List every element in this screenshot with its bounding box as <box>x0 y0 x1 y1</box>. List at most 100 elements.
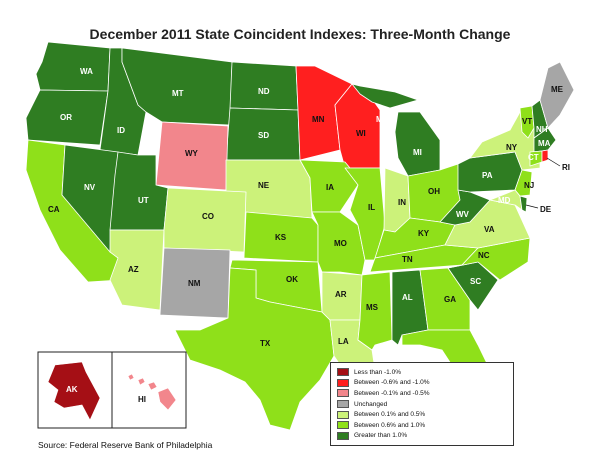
state-MA <box>533 127 557 153</box>
label-SD: SD <box>258 131 269 140</box>
leader-RI <box>546 157 561 167</box>
label-AR: AR <box>335 290 347 299</box>
label-KY: KY <box>418 229 430 238</box>
state-NJ <box>514 169 533 197</box>
state-OR <box>25 89 109 146</box>
legend-item: Unchanged <box>337 399 513 410</box>
legend-swatch <box>337 400 349 409</box>
state-MS <box>357 271 393 351</box>
inset-frame-hawaii <box>111 351 187 429</box>
legend-label: Between -0.6% and -1.0% <box>354 379 430 387</box>
label-TX: TX <box>260 339 271 348</box>
label-CA: CA <box>48 205 60 214</box>
label-WY: WY <box>185 149 199 158</box>
legend-swatch <box>337 378 349 387</box>
legend-swatch <box>337 368 349 377</box>
label-MT: MT <box>172 89 184 98</box>
state-ME <box>539 61 575 129</box>
state-NC <box>447 237 531 281</box>
state-AK <box>47 361 101 421</box>
label-VT: VT <box>522 117 532 126</box>
state-RI <box>541 149 549 163</box>
state-DE <box>519 195 528 213</box>
source-note: Source: Federal Reserve Bank of Philadel… <box>38 440 213 450</box>
label-IL: IL <box>368 203 375 212</box>
label-ND: ND <box>258 87 270 96</box>
legend-item: Between -0.6% and -1.0% <box>337 378 513 389</box>
legend-item: Greater than 1.0% <box>337 431 513 442</box>
label-MD: MD <box>498 196 511 205</box>
legend-item: Between 0.1% and 0.5% <box>337 409 513 420</box>
state-WA <box>35 41 111 92</box>
label-NC: NC <box>478 251 490 260</box>
label-ME: ME <box>551 85 564 94</box>
label-TN: TN <box>402 255 413 264</box>
state-ND <box>229 61 299 111</box>
legend-item: Between 0.6% and 1.0% <box>337 420 513 431</box>
label-VA: VA <box>484 225 495 234</box>
label-NH: NH <box>536 125 548 134</box>
label-LA: LA <box>338 337 349 346</box>
state-GA <box>419 267 471 331</box>
label-MO: MO <box>334 239 347 248</box>
leader-DE <box>525 204 539 209</box>
state-MI-UP <box>351 83 419 109</box>
label-WA: WA <box>80 67 93 76</box>
legend-swatch <box>337 431 349 440</box>
label-MS: MS <box>366 303 379 312</box>
label-MI: MI <box>413 148 422 157</box>
label-OH: OH <box>428 187 440 196</box>
legend: Less than -1.0% Between -0.6% and -1.0% Be… <box>330 362 514 446</box>
label-NY: NY <box>506 143 518 152</box>
legend-label: Less than -1.0% <box>354 368 401 376</box>
legend-label: Greater than 1.0% <box>354 432 408 440</box>
map-title: December 2011 State Coincident Indexes: … <box>89 26 511 42</box>
label-OK: OK <box>286 275 298 284</box>
label-ID: ID <box>117 126 125 135</box>
state-IL <box>344 167 386 261</box>
state-VT <box>519 105 535 139</box>
label-CO: CO <box>202 212 214 221</box>
legend-label: Unchanged <box>354 400 388 408</box>
label-OR: OR <box>60 113 72 122</box>
label-IN: IN <box>398 198 406 207</box>
label-NM: NM <box>188 279 201 288</box>
state-WV <box>439 189 491 226</box>
label-NE: NE <box>258 181 270 190</box>
label-AZ: AZ <box>128 265 139 274</box>
label-MA: MA <box>538 139 551 148</box>
label-GA: GA <box>444 295 456 304</box>
label-PA: PA <box>482 171 493 180</box>
label-HI: HI <box>138 395 146 404</box>
label-IA: IA <box>326 183 334 192</box>
state-MI <box>394 111 441 177</box>
label-NJ: NJ <box>524 181 534 190</box>
state-TX <box>174 267 335 431</box>
label-UT: UT <box>138 196 149 205</box>
label-WI: WI <box>356 129 366 138</box>
label-CT: CT <box>528 153 539 162</box>
state-HI <box>127 373 177 411</box>
state-MO <box>311 211 366 276</box>
label-NV: NV <box>84 183 96 192</box>
label-MN: MN <box>312 115 325 124</box>
legend-swatch <box>337 410 349 419</box>
legend-label: Between 0.6% and 1.0% <box>354 421 426 429</box>
state-AZ <box>109 229 165 311</box>
label-DE: DE <box>540 205 552 214</box>
label-RI: RI <box>562 163 570 172</box>
legend-item: Between -0.1% and -0.5% <box>337 388 513 399</box>
legend-swatch <box>337 389 349 398</box>
label-AK: AK <box>66 385 78 394</box>
state-labels: WA OR ID MT ND SD WY NE MN WI MI MI CA N… <box>48 67 570 404</box>
label-MI-UP: MI <box>376 115 385 124</box>
label-KS: KS <box>275 233 287 242</box>
label-WV: WV <box>456 210 470 219</box>
legend-swatch <box>337 421 349 430</box>
legend-item: Less than -1.0% <box>337 367 513 378</box>
state-IA <box>299 159 359 213</box>
legend-label: Between -0.1% and -0.5% <box>354 389 430 397</box>
label-AL: AL <box>402 293 413 302</box>
label-SC: SC <box>470 277 481 286</box>
